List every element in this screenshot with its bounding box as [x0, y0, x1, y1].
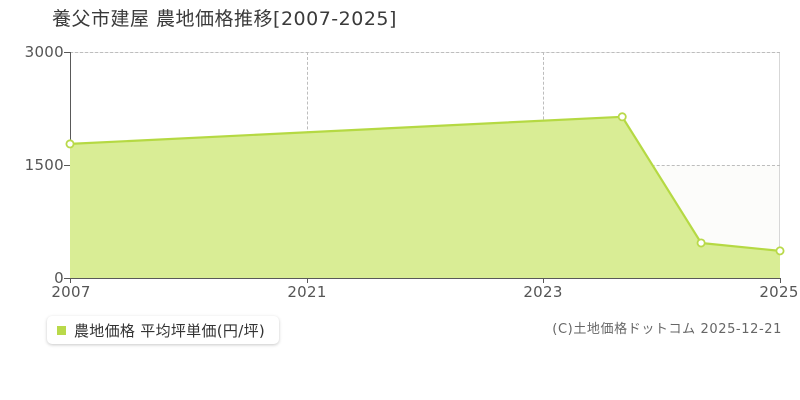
y-tick-0: [64, 278, 70, 279]
x-axis-label-2025: 2025: [759, 283, 799, 301]
y-tick-1500: [64, 165, 70, 166]
y-tick-3000: [64, 52, 70, 53]
copyright-credit: (C)土地価格ドットコム 2025-12-21: [552, 322, 782, 337]
chart-title: 養父市建屋 農地価格推移[2007-2025]: [52, 8, 397, 30]
x-tick-2007: [70, 278, 71, 283]
y-axis-label-3000: 3000: [24, 43, 64, 61]
x-axis-line: [70, 278, 781, 279]
x-tick-2021: [307, 278, 308, 283]
data-point-2023[interactable]: [696, 238, 706, 248]
data-point-2025[interactable]: [775, 246, 785, 256]
area-fill-shape: [70, 116, 780, 278]
legend-label: 農地価格 平均坪単価(円/坪): [74, 321, 266, 340]
series-line: [68, 115, 782, 252]
y-axis-label-1500: 1500: [24, 156, 64, 174]
y-axis-label-0: 0: [54, 269, 64, 287]
legend[interactable]: 農地価格 平均坪単価(円/坪): [47, 316, 280, 344]
data-point-markers: [65, 112, 785, 256]
x-axis-label-2021: 2021: [287, 283, 327, 301]
x-tick-2025: [780, 278, 781, 283]
x-axis-label-2007: 2007: [51, 283, 91, 301]
x-axis-label-2023: 2023: [523, 283, 563, 301]
x-tick-2023: [543, 278, 544, 283]
data-point-2007[interactable]: [65, 139, 75, 149]
gridline-y-3000: [70, 52, 780, 53]
data-point-2021[interactable]: [617, 112, 627, 122]
green-square-swatch-icon: [57, 325, 66, 335]
